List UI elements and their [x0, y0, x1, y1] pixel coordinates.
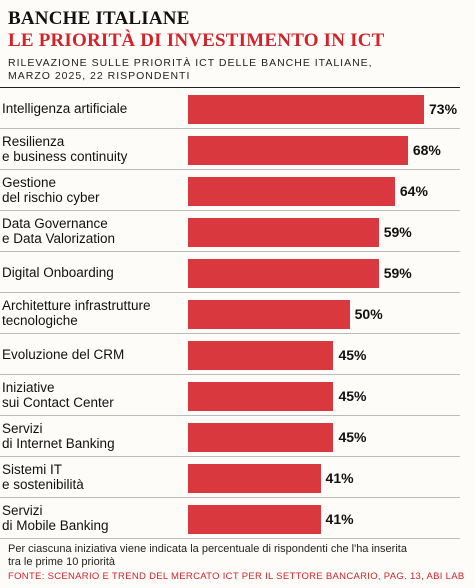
bar-row: Servizi di Mobile Banking 41% — [0, 498, 460, 539]
bar-row: Sistemi IT e sostenibilità 41% — [0, 457, 460, 498]
bar — [188, 341, 334, 370]
bar-label: Sistemi IT e sostenibilità — [2, 457, 188, 497]
bar-row: Intelligenza artificiale 73% — [0, 88, 460, 129]
bar-label: Servizi di Mobile Banking — [2, 498, 188, 538]
bar-row: Iniziative sui Contact Center 45% — [0, 375, 460, 416]
chart-header: BANCHE ITALIANE LE PRIORITÀ DI INVESTIME… — [8, 8, 468, 83]
chart-source: FONTE: SCENARIO E TREND DEL MERCATO ICT … — [8, 571, 465, 582]
bar-value-label: 59% — [383, 224, 412, 240]
bar-value-label: 73% — [429, 101, 458, 117]
bar-label-text: Servizi di Mobile Banking — [2, 503, 109, 533]
survey-description: RILEVAZIONE SULLE PRIORITÀ ICT DELLE BAN… — [8, 57, 373, 82]
bar-label-text: Intelligenza artificiale — [2, 100, 128, 116]
bar-label: Resilienza e business continuity — [2, 129, 188, 169]
bar-label-text: Data Governance e Data Valorization — [2, 216, 116, 246]
bar-label-text: Digital Onboarding — [2, 264, 114, 280]
bar — [188, 95, 424, 124]
bar-value-label: 45% — [338, 429, 367, 445]
chart-note: Per ciascuna iniziativa viene indicata l… — [8, 543, 407, 568]
bar — [188, 218, 379, 247]
bar — [188, 464, 321, 493]
bar-row: Architetture infrastrutture tecnologiche 5… — [0, 293, 460, 334]
bar — [188, 382, 334, 411]
bar-label-text: Sistemi IT e sostenibilità — [2, 462, 84, 492]
bar-row: Gestione del rischio cyber 64% — [0, 170, 460, 211]
bar — [188, 300, 350, 329]
bar — [188, 136, 408, 165]
bar-label: Data Governance e Data Valorization — [2, 211, 188, 251]
bar-label: Iniziative sui Contact Center — [2, 375, 188, 415]
bar-label-text: Resilienza e business continuity — [2, 134, 128, 164]
bar-label: Servizi di Internet Banking — [2, 416, 188, 456]
chart-title: BANCHE ITALIANE — [8, 8, 190, 29]
bar-label-text: Gestione del rischio cyber — [2, 175, 100, 205]
bar-row: Resilienza e business continuity 68% — [0, 129, 460, 170]
bar-value-label: 59% — [383, 265, 412, 281]
bar-row: Evoluzione del CRM 45% — [0, 334, 460, 375]
bar-label: Digital Onboarding — [2, 252, 188, 292]
bar — [188, 505, 321, 534]
bar — [188, 423, 334, 452]
bar — [188, 259, 379, 288]
chart-subtitle: LE PRIORITÀ DI INVESTIMENTO IN ICT — [8, 30, 385, 51]
bar-label-text: Servizi di Internet Banking — [2, 421, 115, 451]
bar — [188, 177, 395, 206]
bar-value-label: 64% — [399, 183, 428, 199]
bar-value-label: 45% — [338, 347, 367, 363]
bar-label: Architetture infrastrutture tecnologiche — [2, 293, 188, 333]
bar-label-text: Iniziative sui Contact Center — [2, 380, 114, 410]
bar-row: Digital Onboarding 59% — [0, 252, 460, 293]
bar-label: Intelligenza artificiale — [2, 88, 188, 128]
bar-value-label: 50% — [354, 306, 383, 322]
bar-value-label: 68% — [412, 142, 441, 158]
bar-label: Gestione del rischio cyber — [2, 170, 188, 210]
bar-value-label: 41% — [325, 511, 354, 527]
bar-label-text: Evoluzione del CRM — [2, 346, 125, 362]
bar-row: Servizi di Internet Banking 45% — [0, 416, 460, 457]
bar-chart: Intelligenza artificiale 73% Resilienza e b… — [0, 87, 460, 539]
bar-label-text: Architetture infrastrutture tecnologiche — [2, 298, 151, 328]
bar-label: Evoluzione del CRM — [2, 334, 188, 374]
bar-row: Data Governance e Data Valorization 59% — [0, 211, 460, 252]
bar-value-label: 45% — [338, 388, 367, 404]
bar-value-label: 41% — [325, 470, 354, 486]
